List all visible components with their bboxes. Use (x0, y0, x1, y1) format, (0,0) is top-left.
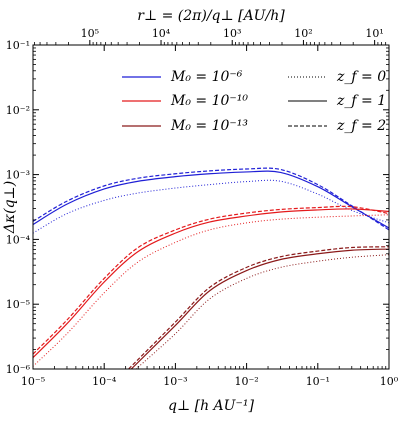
top-tick-label: 10² (294, 27, 312, 40)
y-tick-label: 10⁻¹ (6, 39, 30, 52)
x-tick-label: 10⁻⁴ (92, 375, 117, 388)
series-line-m0-1e-13-zf-2 (128, 246, 389, 369)
series-line-m0-1e-13-zf-0 (135, 254, 389, 369)
top-tick-label: 10⁵ (81, 27, 99, 40)
ticks-layer: 10⁻⁵ 10⁻⁴ 10⁻³ 10⁻² 10⁻¹ 10⁰10⁻⁶10⁻⁵10⁻⁴10⁻³1… (6, 27, 399, 388)
legend-label-m0-1e-6: M₀ = 10⁻⁶ (170, 69, 243, 85)
x-axis-label: q⊥ [h AU⁻¹] (168, 398, 254, 414)
series-line-m0-1e-13-zf-1 (130, 248, 389, 369)
y-tick-label: 10⁻³ (6, 169, 30, 182)
series-line-m0-1e-10-zf-2 (33, 205, 389, 355)
x-tick-label: 10⁰ (380, 375, 399, 388)
x-tick-label: 10⁻⁵ (21, 375, 45, 388)
legend: M₀ = 10⁻⁶ M₀ = 10⁻¹⁰ M₀ = 10⁻¹³ z_f = 0 … (122, 69, 386, 134)
series-line-m0-1e-6-zf-1 (33, 170, 389, 229)
x-tick-label: 10⁻³ (163, 375, 187, 388)
y-tick-label: 10⁻⁴ (6, 233, 31, 246)
y-tick-label: 10⁻² (6, 104, 30, 117)
series-layer (33, 167, 389, 369)
legend-label-m0-1e-13: M₀ = 10⁻¹³ (170, 118, 248, 134)
series-line-m0-1e-10-zf-1 (33, 208, 389, 359)
top-tick-label: 10³ (223, 27, 241, 40)
y-tick-label: 10⁻⁵ (6, 298, 30, 311)
top-tick-label: 10¹ (365, 27, 383, 40)
x-tick-label: 10⁻² (234, 375, 258, 388)
series-line-m0-1e-6-zf-2 (33, 167, 389, 231)
legend-label-zf-1: z_f = 1 (336, 93, 386, 109)
series-line-m0-1e-6-zf-0 (33, 179, 389, 234)
y-tick-label: 10⁻⁶ (6, 363, 31, 376)
legend-label-zf-0: z_f = 0 (336, 69, 386, 85)
top-tick-label: 10⁴ (152, 27, 171, 40)
legend-label-m0-1e-10: M₀ = 10⁻¹⁰ (170, 93, 248, 109)
series-line-m0-1e-10-zf-0 (33, 214, 389, 367)
y-axis-label: Δκ(q⊥) (2, 181, 18, 234)
legend-label-zf-2: z_f = 2 (336, 118, 386, 134)
top-axis-label: r⊥ = (2π)/q⊥ [AU/h] (137, 8, 285, 24)
x-tick-label: 10⁻¹ (306, 375, 330, 388)
